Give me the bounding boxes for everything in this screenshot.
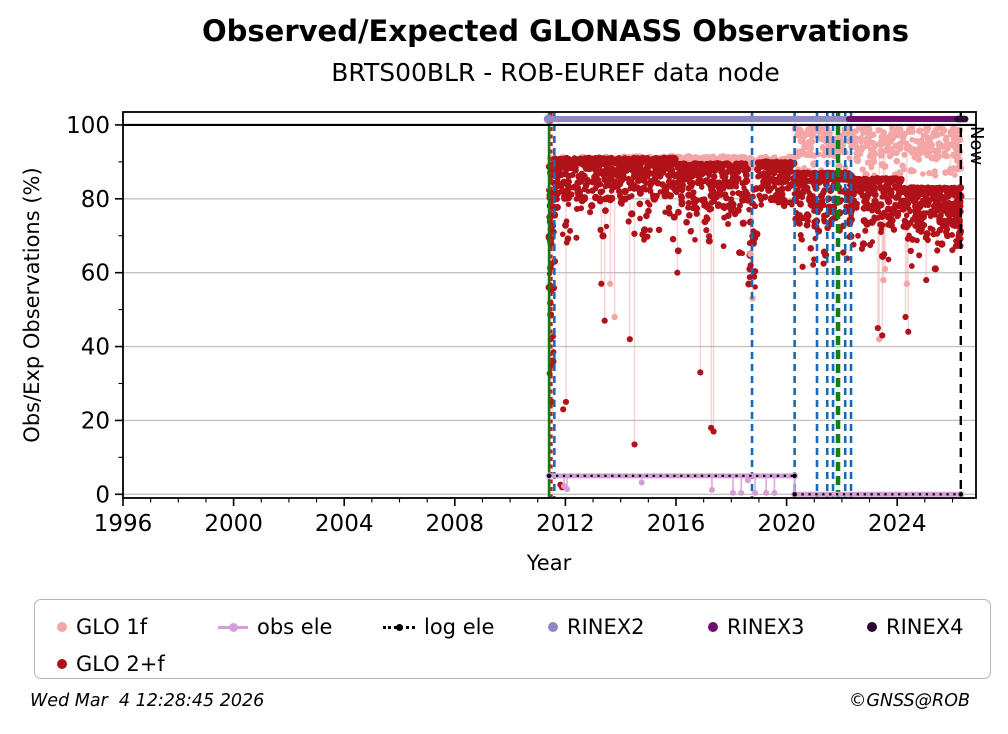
legend-item-glo-1f: GLO 1f	[57, 615, 147, 639]
legend-label: log ele	[424, 615, 495, 639]
svg-text:2000: 2000	[204, 511, 263, 537]
legend-item-obs-ele: obs ele	[218, 615, 332, 639]
legend-item-log-ele: log ele	[383, 615, 494, 639]
legend: GLO 1f obs ele log ele RINEX2 RINEX3 RIN…	[34, 599, 991, 679]
log-ele-marker-icon	[383, 623, 415, 631]
glo-1f-marker-icon	[57, 622, 67, 632]
legend-item-rinex3: RINEX3	[708, 615, 805, 639]
svg-text:2024: 2024	[868, 511, 927, 537]
chart-title: Observed/Expected GLONASS Observations	[201, 14, 910, 48]
y-axis-label: Obs/Exp Observations (%)	[20, 167, 44, 443]
rinex4-marker-icon	[867, 622, 877, 632]
svg-text:2004: 2004	[315, 511, 374, 537]
svg-text:2016: 2016	[647, 511, 706, 537]
svg-text:2008: 2008	[426, 511, 485, 537]
footer-copyright: ©GNSS@ROB	[848, 691, 970, 711]
footer-timestamp: Wed Mar 4 12:28:45 2026	[30, 691, 265, 711]
svg-text:1996: 1996	[94, 511, 153, 537]
legend-label: obs ele	[257, 615, 333, 639]
legend-label: GLO 2+f	[76, 652, 165, 676]
svg-text:2012: 2012	[536, 511, 595, 537]
svg-text:80: 80	[81, 187, 110, 213]
rinex2-marker-icon	[548, 622, 558, 632]
glo-2f-marker-icon	[57, 659, 67, 669]
svg-text:20: 20	[81, 408, 110, 434]
legend-label: RINEX2	[567, 615, 645, 639]
now-annotation-label: Now	[966, 126, 987, 166]
svg-text:40: 40	[81, 335, 110, 361]
legend-item-rinex2: RINEX2	[548, 615, 645, 639]
svg-text:60: 60	[81, 261, 110, 287]
legend-label: GLO 1f	[76, 615, 148, 639]
chart-subtitle: BRTS00BLR - ROB-EUREF data node	[331, 58, 780, 87]
svg-text:100: 100	[66, 113, 110, 139]
legend-label: RINEX3	[727, 615, 805, 639]
plot-area: 1996 2000 2004 2008 2012 2016 2020 2024 0 20 40 60 8…	[66, 111, 977, 537]
legend-label: RINEX4	[886, 615, 964, 639]
obs-ele-marker-icon	[218, 622, 248, 632]
legend-item-glo-2f: GLO 2+f	[57, 652, 165, 676]
svg-text:0: 0	[95, 482, 110, 508]
legend-item-rinex4: RINEX4	[867, 615, 964, 639]
x-axis-label: Year	[526, 551, 572, 575]
rinex3-marker-icon	[708, 622, 718, 632]
svg-text:2020: 2020	[757, 511, 816, 537]
